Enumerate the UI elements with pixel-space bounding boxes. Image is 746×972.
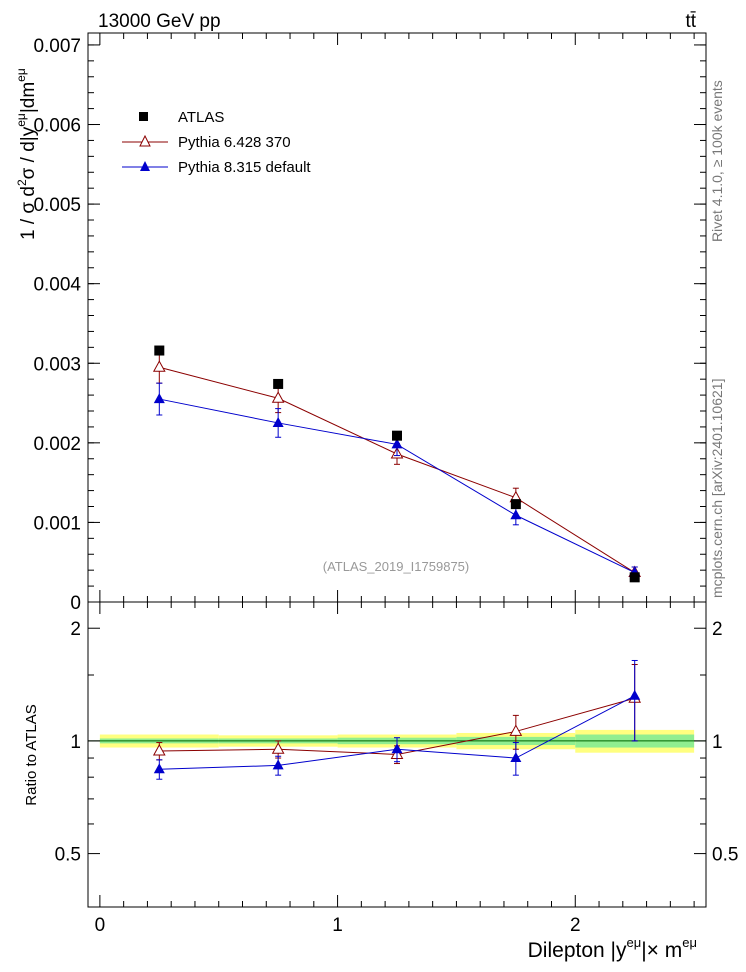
ratio-y-tick-label-right: 2 [712,619,723,640]
x-title-mid: |× m [641,939,682,962]
legend: ATLAS Pythia 6.428 370 Pythia 8.315 defa… [122,109,311,176]
ratio-pythia6-point [271,742,285,754]
analysis-watermark: (ATLAS_2019_I1759875) [323,559,469,574]
main-y-tick-label: 0.005 [33,195,81,216]
process-label: tt̄ [685,11,696,32]
main-atlas-point [273,378,284,389]
legend-label-atlas: ATLAS [178,109,224,126]
ratio-y-axis-title: Ratio to ATLAS [23,704,40,805]
main-y-tick-label: 0 [70,593,81,614]
ratio-y-tick-label: 2 [70,619,81,640]
main-y-title-sup2: 2 [15,179,29,186]
main-y-tick-label: 0.007 [33,36,81,57]
main-pythia8-point [153,393,165,404]
ratio-x-tick-label: 2 [570,915,581,936]
main-pythia8-point [510,509,522,520]
ratio-pythia8-point [272,759,284,770]
ratio-pythia6-point [509,724,523,736]
main-atlas-point [154,345,165,356]
main-y-tick-label: 0.003 [33,354,81,375]
ratio-pythia8-point [629,689,641,700]
main-y-tick-label: 0.004 [33,275,81,296]
ratio-y-tick-label: 0.5 [55,845,81,866]
legend-marker-pythia6 [139,134,151,147]
x-title-supA: eμ [626,935,641,950]
main-y-title-mid: σ / d|y [18,126,39,179]
main-atlas-point [392,430,402,441]
ratio-y-tick-label: 1 [70,732,81,753]
x-title-prefix: Dilepton |y [528,939,627,962]
ratio-y-tick-label-right: 0.5 [712,845,738,866]
legend-marker-atlas [139,112,148,121]
main-atlas-point [510,499,521,510]
main-atlas-point [629,572,640,583]
main-y-axis-title: 1 / σ d2σ / d|yeμ|dmeμ [14,68,39,240]
main-y-title-supA: eμ [14,113,28,127]
main-y-tick-label: 0.001 [33,513,81,534]
ratio-pythia8-point [510,752,522,763]
main-panel-bg [88,33,706,602]
ratio-pythia8-point [153,763,165,774]
legend-label-pythia6: Pythia 6.428 370 [178,134,291,151]
main-pythia8-point [391,438,403,449]
main-pythia8-point [272,416,284,427]
main-pythia6-point [271,391,285,403]
ratio-x-tick-label: 1 [332,915,343,936]
ratio-y-tick-label-right: 1 [712,732,723,753]
legend-marker-pythia8 [140,161,150,171]
ratio-pythia6-point [152,743,166,756]
ratio-panel-frame [87,601,707,908]
x-axis-title: Dilepton |yeμ|× meμ [528,935,697,962]
main-y-title-prefix: 1 / σ d [18,186,39,240]
x-title-supB: eμ [682,935,697,950]
main-pythia6-point [152,360,166,372]
legend-label-pythia8: Pythia 8.315 default [178,159,311,176]
main-y-tick-label: 0.006 [33,116,81,137]
rivet-label: Rivet 4.1.0, ≥ 100k events [709,80,725,242]
main-y-title-mid2: |dm [18,82,39,113]
mcplots-label: mcplots.cern.ch [arXiv:2401.10621] [709,379,725,598]
main-y-title-supB: eμ [14,68,28,82]
ratio-pythia8-point [391,743,403,754]
energy-label: 13000 GeV pp [98,11,221,32]
ratio-x-tick-label: 0 [95,915,106,936]
main-y-tick-label: 0.002 [33,434,81,455]
